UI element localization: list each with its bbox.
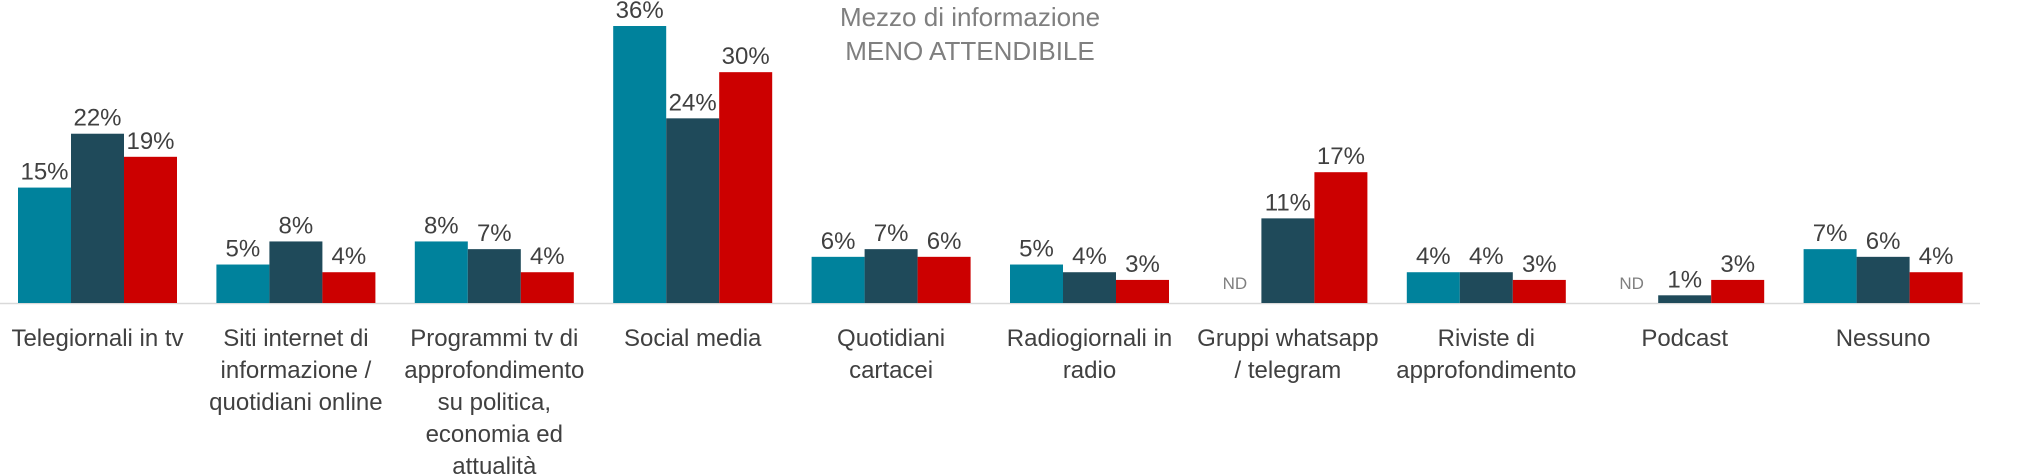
data-label-9-2: 4% xyxy=(1919,243,1954,270)
data-label-0-2: 19% xyxy=(126,128,174,155)
bar-2-1 xyxy=(467,249,521,303)
bar-3-2 xyxy=(719,72,773,304)
bar-3-1 xyxy=(666,118,720,303)
category-label-2-3: economia ed xyxy=(426,421,563,448)
category-label-3-0: Social media xyxy=(624,325,762,352)
data-label-8-2: 3% xyxy=(1720,251,1755,278)
data-label-3-0: 36% xyxy=(616,0,664,24)
category-label-5-0: Radiogiornali in xyxy=(1007,325,1172,352)
data-label-2-0: 8% xyxy=(424,212,459,239)
category-label-2-0: Programmi tv di xyxy=(410,325,578,352)
bar-1-1 xyxy=(269,241,323,303)
bar-8-2 xyxy=(1711,279,1765,303)
data-label-1-0: 5% xyxy=(226,236,261,263)
data-label-4-0: 6% xyxy=(821,228,856,255)
bar-1-2 xyxy=(322,272,376,303)
category-label-4-1: cartacei xyxy=(849,357,933,384)
data-label-9-1: 6% xyxy=(1866,228,1901,255)
category-label-1-2: quotidiani online xyxy=(209,389,382,416)
bar-6-2 xyxy=(1314,172,1368,303)
bar-0-2 xyxy=(124,156,177,303)
data-label-3-1: 24% xyxy=(669,89,717,116)
data-label-5-1: 4% xyxy=(1072,243,1107,270)
data-label-1-1: 8% xyxy=(279,212,314,239)
bar-4-1 xyxy=(864,249,918,303)
data-label-6-1: 11% xyxy=(1265,189,1311,216)
bar-4-2 xyxy=(917,256,971,303)
bar-8-1 xyxy=(1658,295,1712,303)
data-label-0-1: 22% xyxy=(73,105,121,132)
data-label-4-1: 7% xyxy=(874,220,909,247)
bar-3-0 xyxy=(613,26,667,303)
data-label-3-2: 30% xyxy=(722,43,770,70)
data-label-0-0: 15% xyxy=(20,159,68,186)
category-label-7-1: approfondimento xyxy=(1396,357,1576,384)
chart-title: Mezzo di informazione MENO ATTENDIBILE xyxy=(760,0,1180,68)
category-label-2-4: attualità xyxy=(452,453,537,474)
bar-0-1 xyxy=(71,133,124,303)
category-label-1-1: informazione / xyxy=(221,357,372,384)
category-label-8-0: Podcast xyxy=(1641,325,1728,352)
chart-title-line1: Mezzo di informazione xyxy=(839,2,1101,32)
bar-2-0 xyxy=(414,241,468,303)
category-label-1-0: Siti internet di xyxy=(223,325,368,352)
category-label-5-1: radio xyxy=(1063,357,1116,384)
data-label-9-0: 7% xyxy=(1813,220,1848,247)
category-label-7-0: Riviste di xyxy=(1438,325,1535,352)
data-label-7-0: 4% xyxy=(1416,243,1451,270)
category-label-6-1: / telegram xyxy=(1235,357,1342,384)
category-label-2-2: su politica, xyxy=(438,389,551,416)
data-label-4-2: 6% xyxy=(927,228,962,255)
category-label-6-0: Gruppi whatsapp xyxy=(1197,325,1378,352)
bar-1-0 xyxy=(216,264,270,303)
bar-2-2 xyxy=(520,272,574,303)
category-label-4-0: Quotidiani xyxy=(837,325,945,352)
category-label-2-1: approfondimento xyxy=(404,357,584,384)
data-label-7-2: 3% xyxy=(1522,251,1557,278)
data-label-6-2: 17% xyxy=(1317,143,1365,170)
chart-title-line2: MENO ATTENDIBILE xyxy=(845,36,1095,66)
data-label-8-1: 1% xyxy=(1667,266,1702,293)
data-label-5-0: 5% xyxy=(1019,236,1054,263)
category-label-0-0: Telegiornali in tv xyxy=(11,325,183,352)
bar-6-1 xyxy=(1261,218,1315,303)
bar-4-0 xyxy=(811,256,865,303)
data-label-2-2: 4% xyxy=(530,243,565,270)
bar-7-2 xyxy=(1512,279,1566,303)
data-label-1-2: 4% xyxy=(332,243,367,270)
category-label-9-0: Nessuno xyxy=(1836,325,1931,352)
bar-9-1 xyxy=(1856,256,1910,303)
data-label-7-1: 4% xyxy=(1469,243,1504,270)
bar-7-0 xyxy=(1406,272,1460,303)
bar-5-0 xyxy=(1010,264,1063,303)
bar-0-0 xyxy=(18,187,71,303)
data-label-5-2: 3% xyxy=(1125,251,1160,278)
bar-9-0 xyxy=(1803,249,1857,303)
data-label-8-0: ND xyxy=(1619,274,1644,293)
bar-9-2 xyxy=(1909,272,1963,303)
bar-5-2 xyxy=(1116,279,1169,303)
bar-5-1 xyxy=(1063,272,1116,303)
data-label-6-0: ND xyxy=(1223,274,1248,293)
bar-7-1 xyxy=(1459,272,1513,303)
data-label-2-1: 7% xyxy=(477,220,512,247)
